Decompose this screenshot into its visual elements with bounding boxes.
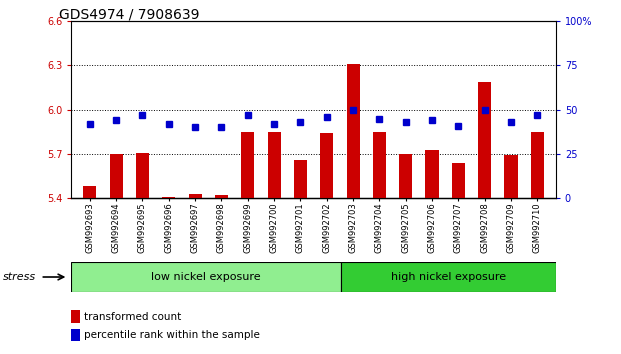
Bar	[294, 160, 307, 198]
Bar	[425, 149, 438, 198]
Bar	[71, 262, 340, 292]
Bar	[189, 194, 202, 198]
Bar	[504, 155, 518, 198]
Bar	[71, 329, 80, 341]
Bar	[320, 133, 333, 198]
Bar	[478, 82, 491, 198]
Text: transformed count: transformed count	[84, 312, 182, 321]
Bar	[347, 64, 360, 198]
Bar	[241, 132, 255, 198]
Bar	[215, 195, 228, 198]
Bar	[268, 132, 281, 198]
Text: GDS4974 / 7908639: GDS4974 / 7908639	[59, 7, 199, 21]
Bar	[452, 163, 465, 198]
Bar	[109, 154, 123, 198]
Text: high nickel exposure: high nickel exposure	[391, 272, 505, 282]
Bar	[71, 310, 80, 323]
Bar	[340, 262, 556, 292]
Bar	[373, 132, 386, 198]
Text: stress: stress	[3, 272, 36, 282]
Text: percentile rank within the sample: percentile rank within the sample	[84, 330, 260, 340]
Bar	[83, 187, 96, 198]
Bar	[399, 154, 412, 198]
Text: low nickel exposure: low nickel exposure	[151, 272, 261, 282]
Bar	[162, 197, 175, 198]
Bar	[136, 153, 149, 198]
Bar	[531, 132, 544, 198]
